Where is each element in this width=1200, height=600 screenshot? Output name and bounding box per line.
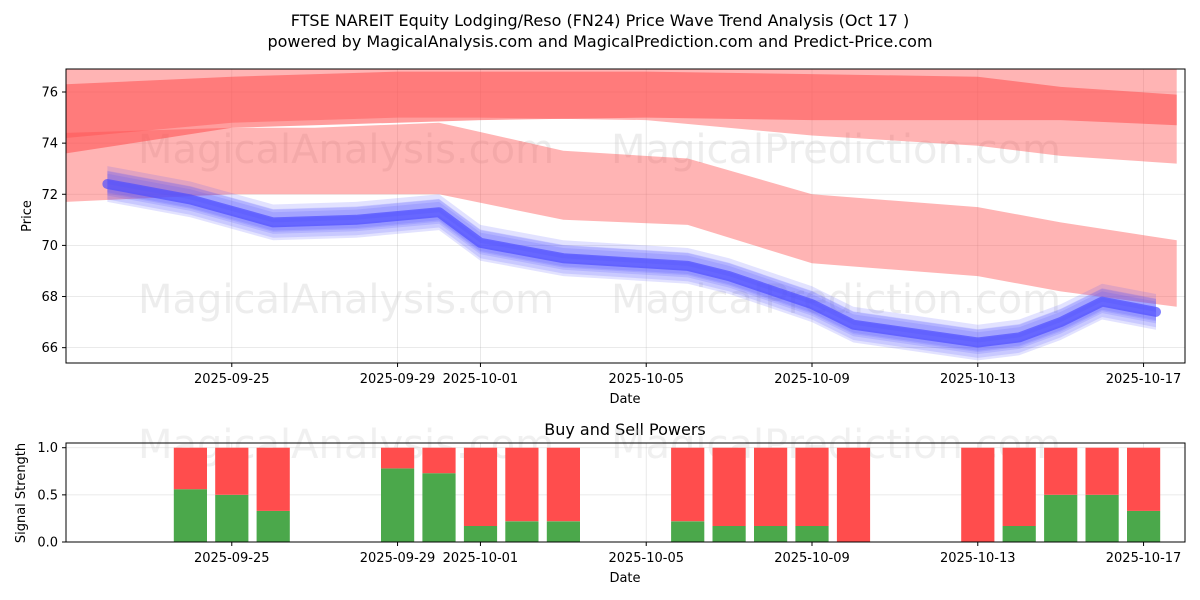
price-y-tick-label: 74: [41, 137, 58, 152]
sell-bar: [173, 447, 207, 490]
blue-wave-band: [107, 187, 1156, 352]
red-band-1: [66, 71, 1177, 154]
power-chart-title: Buy and Sell Powers: [544, 420, 706, 439]
buy-bar: [381, 468, 415, 542]
chart-title-line2: powered by MagicalAnalysis.com and Magic…: [267, 32, 932, 51]
sell-bar: [256, 447, 290, 511]
buy-bar: [712, 526, 746, 542]
buy-bar: [671, 521, 705, 542]
power-y-tick-label: 1.0: [37, 441, 58, 456]
sell-bar: [381, 447, 415, 469]
power-x-tick-label: 2025-10-01: [443, 551, 519, 566]
power-y-axis-label: Signal Strength: [14, 443, 29, 543]
price-y-tick-label: 72: [41, 188, 58, 203]
sell-bar: [754, 447, 788, 526]
sell-bar: [961, 447, 995, 542]
price-x-tick-label: 2025-10-17: [1106, 372, 1182, 387]
power-plot-frame: [65, 442, 1186, 543]
price-series: [66, 69, 1177, 361]
price-x-tick-label: 2025-10-09: [774, 372, 850, 387]
price-x-tick-label: 2025-10-13: [940, 372, 1016, 387]
red-band-2: [66, 69, 1177, 164]
power-x-tick-label: 2025-10-05: [608, 551, 684, 566]
buy-bar: [546, 521, 580, 542]
price-x-axis-label: Date: [609, 392, 640, 407]
watermark-text: MagicalPrediction.com: [611, 127, 1061, 173]
power-x-axis-label: Date: [609, 571, 640, 586]
sell-bar: [712, 447, 746, 526]
price-x-tick-label: 2025-10-01: [443, 372, 519, 387]
price-y-tick-label: 66: [41, 341, 58, 356]
sell-bar: [795, 447, 829, 526]
power-x-tick-label: 2025-09-25: [194, 551, 270, 566]
buy-bar: [173, 489, 207, 542]
blue-price-line: [102, 179, 1161, 348]
watermark-text: MagicalAnalysis.com: [138, 277, 554, 323]
price-x-tick-label: 2025-09-29: [360, 372, 436, 387]
chart-title-line1: FTSE NAREIT Equity Lodging/Reso (FN24) P…: [291, 11, 910, 30]
buy-bar: [754, 526, 788, 542]
power-axes: 0.0 0.5 1.0 2025-09-25 2025-09-29 2025-10-01 2…: [37, 441, 1181, 566]
price-axes: 66 68 70 72 74 76 2025-09-25 2025-09-29 2025-10-…: [41, 86, 1181, 387]
price-y-axis-label: Price: [20, 200, 35, 232]
power-y-tick-label: 0.0: [37, 536, 58, 551]
sell-bar: [671, 447, 705, 522]
buy-bar: [505, 521, 539, 542]
sell-bar: [1002, 447, 1036, 526]
power-bars: [173, 447, 1161, 542]
power-x-tick-label: 2025-09-29: [360, 551, 436, 566]
price-x-tick-label: 2025-09-25: [194, 372, 270, 387]
sell-bar: [836, 447, 871, 542]
power-x-tick-label: 2025-10-17: [1106, 551, 1182, 566]
price-y-tick-label: 70: [41, 239, 58, 254]
watermark-text: MagicalAnalysis.com: [138, 127, 554, 173]
price-x-tick-label: 2025-10-05: [608, 372, 684, 387]
price-plot-frame: [65, 68, 1186, 364]
buy-bar: [1127, 510, 1161, 542]
buy-bar: [422, 473, 456, 542]
sell-bar: [505, 447, 539, 522]
sell-bar: [1044, 447, 1078, 495]
sell-bar: [215, 447, 249, 495]
sell-bar: [422, 447, 456, 474]
power-panel: Buy and Sell Powers MagicalAnalysis.com …: [14, 420, 1186, 586]
buy-bar: [463, 526, 498, 542]
sell-bar: [463, 447, 498, 526]
buy-bar: [1044, 494, 1078, 542]
sell-bar: [1127, 447, 1161, 511]
sell-bar: [546, 447, 580, 522]
power-x-tick-label: 2025-10-13: [940, 551, 1016, 566]
sell-bar: [1085, 447, 1119, 495]
buy-bar: [1002, 526, 1036, 542]
price-panel: MagicalAnalysis.com MagicalPrediction.co…: [20, 68, 1186, 407]
power-y-tick-label: 0.5: [37, 488, 58, 503]
power-x-tick-label: 2025-10-09: [774, 551, 850, 566]
red-band-3: [66, 122, 1177, 307]
buy-bar: [1085, 494, 1119, 542]
price-y-tick-label: 76: [41, 86, 58, 101]
buy-bar: [256, 510, 290, 542]
buy-bar: [795, 526, 829, 542]
price-y-tick-label: 68: [41, 290, 58, 305]
price-watermarks: MagicalAnalysis.com MagicalPrediction.co…: [138, 127, 1061, 323]
power-plot-area: [66, 443, 1185, 542]
buy-bar: [215, 494, 249, 542]
